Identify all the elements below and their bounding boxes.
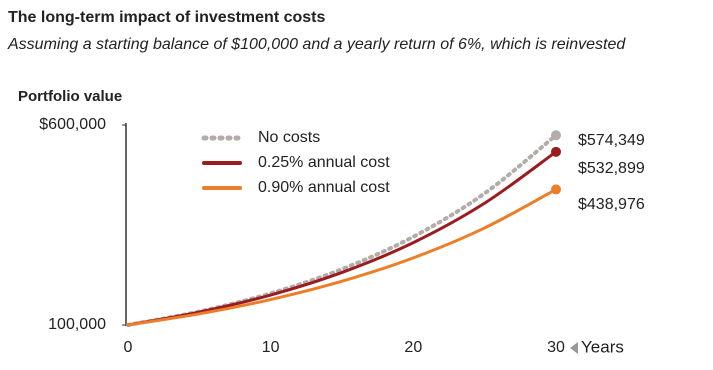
x-tick-label: 0 [124,339,133,356]
x-tick-label: 10 [262,339,280,356]
end-point [551,184,561,195]
chart-subtitle: Assuming a starting balance of $100,000 … [7,36,626,53]
value-label: $574,349 [578,132,645,149]
value-label: $532,899 [578,160,645,177]
y-tick-label: $600,000 [39,116,106,133]
end-point [551,146,561,157]
series-line [126,187,558,327]
value-label: $438,976 [578,196,645,213]
chart-title: The long-term impact of investment costs [8,9,325,26]
x-tick-label: 30 [547,339,565,356]
y-axis-label: Portfolio value [18,88,122,105]
legend-label: 0.25% annual cost [258,154,390,171]
y-tick-label: 100,000 [48,316,106,333]
end-point [551,130,561,141]
x-tick-label: 20 [404,339,422,356]
x-axis-label: Years [581,337,624,356]
legend-label: 0.90% annual cost [258,179,390,196]
series-line [126,150,558,327]
x-label-arrow [570,342,578,354]
legend-label: No costs [258,129,320,146]
